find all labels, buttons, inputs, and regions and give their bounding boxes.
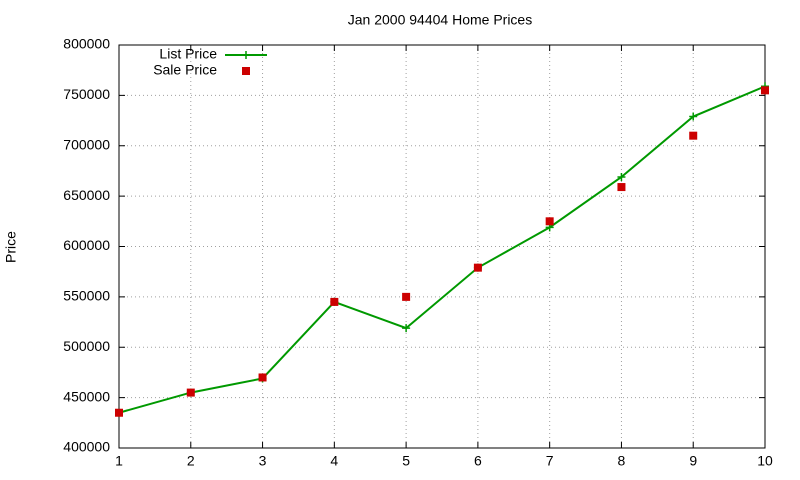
point [402, 292, 411, 301]
point [617, 183, 626, 192]
point [402, 324, 411, 333]
y-tick-label: 650000 [63, 187, 110, 203]
point [186, 388, 195, 397]
x-tick-label: 9 [689, 453, 697, 469]
point [761, 86, 769, 95]
x-tick-label: 10 [757, 453, 773, 469]
point [545, 217, 554, 226]
x-tick-label: 1 [115, 453, 123, 469]
y-tick-label: 450000 [63, 388, 110, 404]
series-line [118, 85, 766, 414]
y-tick-label: 750000 [63, 86, 110, 102]
point [330, 297, 339, 306]
chart-title: Jan 2000 94404 Home Prices [348, 12, 532, 28]
x-tick-label: 3 [259, 453, 267, 469]
legend-marker [242, 67, 250, 75]
point [473, 263, 482, 272]
y-tick-label: 600000 [63, 237, 110, 253]
legend-label: Sale Price [153, 62, 217, 78]
point [689, 131, 698, 140]
y-tick-label: 700000 [63, 136, 110, 152]
point [115, 408, 123, 417]
x-tick-label: 8 [618, 453, 626, 469]
point [258, 373, 267, 382]
x-tick-label: 2 [187, 453, 195, 469]
y-tick-label: 550000 [63, 288, 110, 304]
plot-frame [118, 44, 766, 449]
x-tick-label: 5 [402, 453, 410, 469]
point [617, 172, 626, 181]
y-tick-label: 800000 [63, 36, 110, 52]
y-tick-label: 500000 [63, 338, 110, 354]
point [689, 112, 698, 121]
x-tick-label: 6 [474, 453, 482, 469]
x-tick-label: 4 [330, 453, 338, 469]
y-axis-label: Price [3, 231, 19, 263]
legend-label: List Price [159, 46, 217, 62]
y-tick-label: 400000 [63, 439, 110, 455]
x-tick-label: 7 [546, 453, 554, 469]
legend-marker [242, 51, 250, 59]
